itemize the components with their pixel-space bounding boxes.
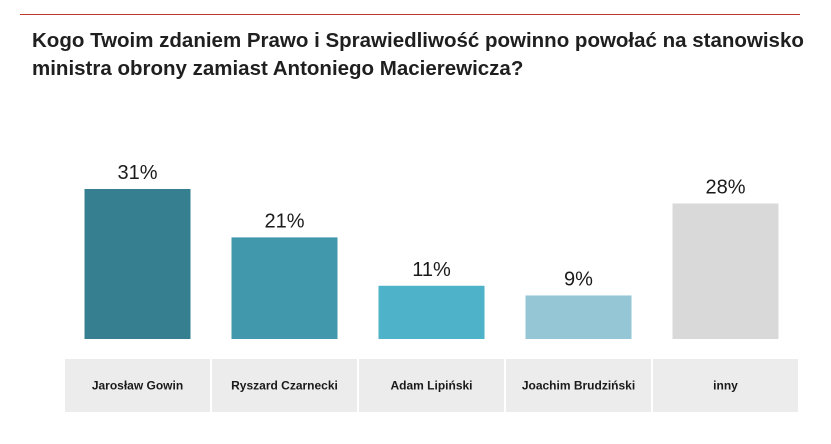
bar-1 <box>84 189 191 339</box>
category-label-3: Adam Lipiński <box>390 379 472 393</box>
data-label-1: 31% <box>117 162 157 184</box>
category-label-5: inny <box>713 379 738 393</box>
data-label-5: 28% <box>705 177 745 199</box>
category-label-1: Jarosław Gowin <box>92 379 183 393</box>
category-cell-1 <box>65 359 210 412</box>
category-cell-5 <box>653 359 798 412</box>
data-label-2: 21% <box>264 210 304 232</box>
chart-title: Kogo Twoim zdaniem Prawo i Sprawiedliwoś… <box>32 29 804 80</box>
category-cell-2 <box>212 359 357 412</box>
bar-3 <box>378 285 485 339</box>
top-rule <box>20 14 800 15</box>
data-label-4: 9% <box>564 268 593 290</box>
category-cell-3 <box>359 359 504 412</box>
data-label-3: 11% <box>412 259 451 281</box>
category-label-4: Joachim Brudziński <box>522 379 635 393</box>
bar-5 <box>672 203 779 339</box>
bar-4 <box>525 295 632 339</box>
category-cell-4 <box>506 359 651 412</box>
category-label-2: Ryszard Czarnecki <box>231 379 338 393</box>
bar-2 <box>231 237 338 339</box>
